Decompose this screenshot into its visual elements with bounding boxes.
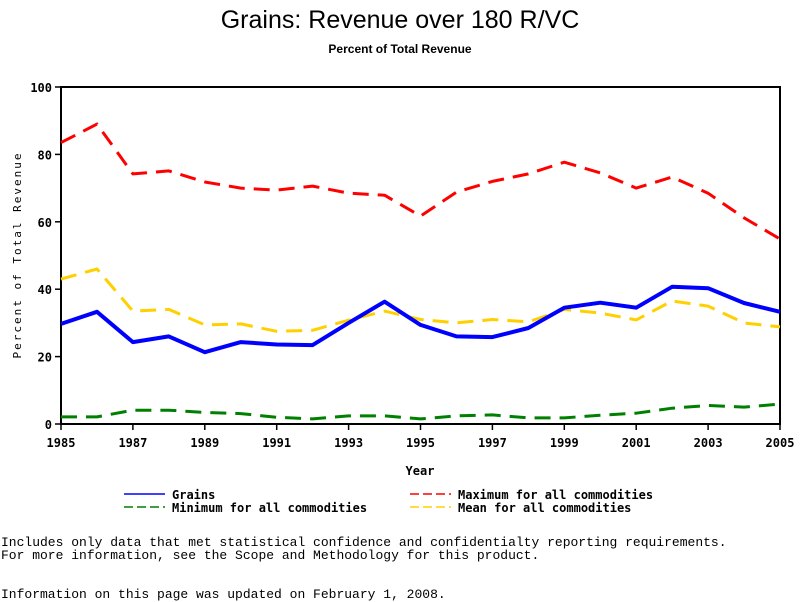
legend-label: Grains [172, 488, 215, 502]
y-axis-title: Percent of Total Revenue [11, 152, 24, 359]
y-tick-label: 40 [38, 283, 52, 297]
legend-label: Minimum for all commodities [172, 501, 367, 515]
x-tick-label: 1987 [118, 436, 147, 450]
y-tick-label: 100 [30, 81, 52, 95]
x-tick-label: 2003 [694, 436, 723, 450]
x-tick-label: 1989 [190, 436, 219, 450]
y-tick-label: 80 [38, 148, 52, 162]
x-axis-title: Year [406, 464, 435, 478]
series-lines [61, 124, 780, 419]
x-tick-label: 2005 [766, 436, 795, 450]
x-tick-label: 1991 [262, 436, 291, 450]
legend-item: Grains [124, 488, 215, 502]
series-line-maximum-for-all-commodities [61, 124, 780, 239]
legend: Grains Maximum for all commodities Minimum… [124, 488, 653, 515]
series-line-mean-for-all-commodities [61, 269, 780, 331]
x-tick-label: 1993 [334, 436, 363, 450]
legend-label: Mean for all commodities [458, 501, 631, 515]
y-tick-label: 0 [45, 418, 52, 432]
x-tick-label: 1997 [478, 436, 507, 450]
y-tick-label: 60 [38, 216, 52, 230]
axes: 0 20 40 60 80 100 1985 1987 1989 1991 1993 1995 1997… [30, 81, 794, 450]
legend-item: Maximum for all commodities [410, 488, 653, 502]
series-line-minimum-for-all-commodities [61, 404, 780, 419]
legend-item: Minimum for all commodities [124, 501, 367, 515]
x-tick-label: 1999 [550, 436, 579, 450]
footnote-methodology: For more information, see the Scope and … [1, 549, 539, 563]
legend-item: Mean for all commodities [410, 501, 631, 515]
legend-label: Maximum for all commodities [458, 488, 653, 502]
plot-frame [61, 87, 780, 424]
x-tick-label: 2001 [622, 436, 651, 450]
y-tick-label: 20 [38, 351, 52, 365]
x-tick-label: 1985 [47, 436, 76, 450]
x-tick-label: 1995 [406, 436, 435, 450]
